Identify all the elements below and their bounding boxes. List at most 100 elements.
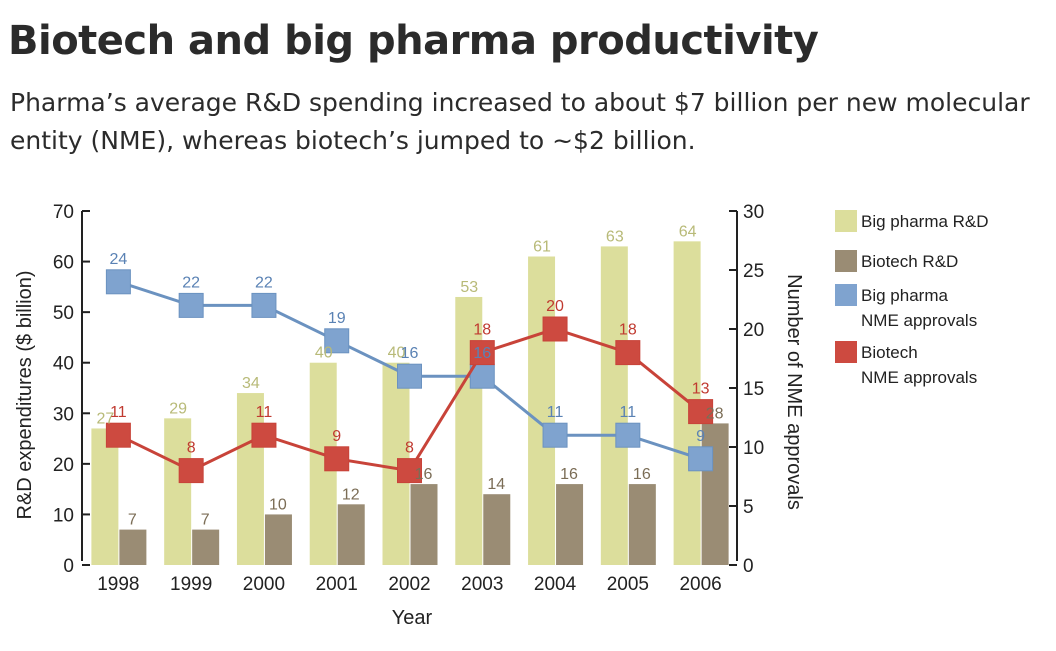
- big-pharma-nme-data-label: 19: [328, 310, 346, 327]
- legend-swatch-2: [835, 284, 857, 306]
- biotech-rd-data-label: 7: [128, 512, 137, 529]
- biotech-nme-data-label: 11: [110, 404, 127, 421]
- x-axis-tick-label: 2004: [534, 574, 577, 595]
- big-pharma-rd-data-label: 40: [388, 345, 406, 362]
- biotech-nme-data-label: 20: [546, 298, 564, 315]
- biotech-rd-data-label: 16: [560, 466, 578, 483]
- big-pharma-nme-data-label: 22: [182, 274, 200, 291]
- biotech-rd-data-label: 10: [269, 496, 287, 513]
- right-axis-tick-label: 5: [743, 497, 754, 518]
- biotech-nme-marker: [105, 422, 131, 448]
- biotech-nme-data-label: 11: [256, 404, 273, 421]
- legend-label: NME approvals: [861, 311, 977, 330]
- left-axis-tick-label: 0: [63, 556, 74, 577]
- big-pharma-rd-bar: [91, 428, 119, 565]
- biotech-nme-marker: [324, 446, 350, 472]
- biotech-nme-data-label: 18: [619, 322, 637, 339]
- big-pharma-nme-marker: [542, 422, 568, 448]
- chart-subtitle: Pharma’s average R&D spending increased …: [10, 88, 1030, 155]
- x-axis-title: Year: [392, 607, 433, 629]
- big-pharma-rd-bar: [236, 393, 264, 565]
- biotech-nme-marker: [397, 458, 422, 484]
- legend-label: Biotech: [861, 343, 918, 362]
- left-axis-tick-label: 10: [53, 505, 74, 526]
- left-axis-tick-label: 70: [53, 202, 74, 223]
- left-axis-tick-label: 60: [53, 253, 74, 274]
- legend-label: Big pharma R&D: [861, 212, 989, 231]
- biotech-nme-marker: [542, 316, 568, 342]
- left-axis-tick-label: 50: [53, 303, 74, 324]
- big-pharma-rd-data-label: 64: [679, 223, 697, 240]
- right-axis-tick-label: 10: [743, 438, 764, 459]
- big-pharma-rd-data-label: 27: [96, 410, 114, 427]
- biotech-nme-data-label: 18: [473, 322, 491, 339]
- right-axis-tick-label: 30: [743, 202, 764, 223]
- big-pharma-rd-data-label: 61: [533, 239, 551, 256]
- big-pharma-rd-bar: [600, 246, 628, 565]
- biotech-nme-marker: [688, 399, 714, 425]
- x-axis-tick-label: 1998: [97, 574, 139, 595]
- right-axis-tick-label: 0: [743, 556, 754, 577]
- big-pharma-nme-marker: [324, 328, 350, 354]
- x-axis-tick-label: 2003: [461, 574, 503, 595]
- biotech-rd-bar: [119, 529, 147, 565]
- left-axis-tick-label: 20: [53, 455, 74, 476]
- left-axis-tick-label: 40: [53, 354, 74, 375]
- right-axis-tick-label: 25: [743, 261, 764, 282]
- biotech-nme-marker: [178, 458, 204, 484]
- big-pharma-nme-data-label: 11: [620, 404, 637, 421]
- legend-swatch-1: [835, 250, 857, 272]
- right-axis-tick-label: 20: [743, 320, 764, 341]
- big-pharma-nme-marker: [688, 446, 714, 472]
- biotech-nme-data-label: 9: [332, 428, 341, 445]
- big-pharma-nme-data-label: 11: [547, 404, 564, 421]
- biotech-rd-data-label: 14: [487, 476, 505, 493]
- legend-label: Big pharma: [861, 286, 948, 305]
- right-axis-tick-label: 15: [743, 379, 764, 400]
- legend-swatch-3: [835, 341, 857, 363]
- chart-title: Biotech and big pharma productivity: [8, 18, 819, 64]
- biotech-rd-bar: [628, 484, 656, 565]
- big-pharma-nme-marker: [615, 422, 641, 448]
- big-pharma-rd-bar: [164, 418, 192, 565]
- biotech-nme-marker: [469, 340, 495, 366]
- biotech-nme-data-label: 8: [187, 440, 196, 457]
- biotech-rd-bar: [337, 504, 365, 565]
- biotech-rd-bar: [556, 484, 584, 565]
- big-pharma-nme-data-label: 9: [696, 428, 705, 445]
- biotech-rd-bar: [264, 514, 292, 565]
- legend-label: Biotech R&D: [861, 252, 958, 271]
- biotech-rd-data-label: 12: [342, 486, 360, 503]
- big-pharma-rd-data-label: 63: [606, 228, 624, 245]
- big-pharma-rd-data-label: 53: [460, 279, 478, 296]
- biotech-nme-data-label: 8: [405, 440, 414, 457]
- x-axis-tick-label: 2005: [607, 574, 649, 595]
- big-pharma-rd-data-label: 29: [169, 400, 187, 417]
- biotech-rd-bar: [410, 484, 438, 565]
- big-pharma-nme-marker: [251, 292, 277, 318]
- legend-label: NME approvals: [861, 368, 977, 387]
- x-axis-tick-label: 2006: [679, 574, 721, 595]
- x-axis-tick-label: 2001: [316, 574, 358, 595]
- x-axis-tick-label: 1999: [170, 574, 212, 595]
- biotech-rd-bar: [192, 529, 220, 565]
- big-pharma-nme-data-label: 16: [473, 345, 491, 362]
- biotech-rd-data-label: 28: [706, 405, 724, 422]
- y-axis-title: R&D expenditures ($ billion): [14, 270, 36, 519]
- big-pharma-rd-data-label: 34: [242, 375, 260, 392]
- biotech-rd-bar: [483, 494, 511, 565]
- big-pharma-nme-data-label: 16: [401, 345, 419, 362]
- big-pharma-nme-data-label: 24: [109, 251, 127, 268]
- biotech-rd-data-label: 16: [633, 466, 651, 483]
- biotech-rd-data-label: 7: [201, 512, 210, 529]
- biotech-nme-marker: [251, 422, 277, 448]
- x-axis-tick-label: 2002: [388, 574, 430, 595]
- legend-swatch-0: [835, 210, 857, 232]
- biotech-nme-data-label: 13: [692, 381, 710, 398]
- biotech-rd-data-label: 16: [415, 466, 433, 483]
- biotech-nme-marker: [615, 340, 641, 366]
- left-axis-tick-label: 30: [53, 404, 74, 425]
- big-pharma-nme-marker: [105, 269, 131, 295]
